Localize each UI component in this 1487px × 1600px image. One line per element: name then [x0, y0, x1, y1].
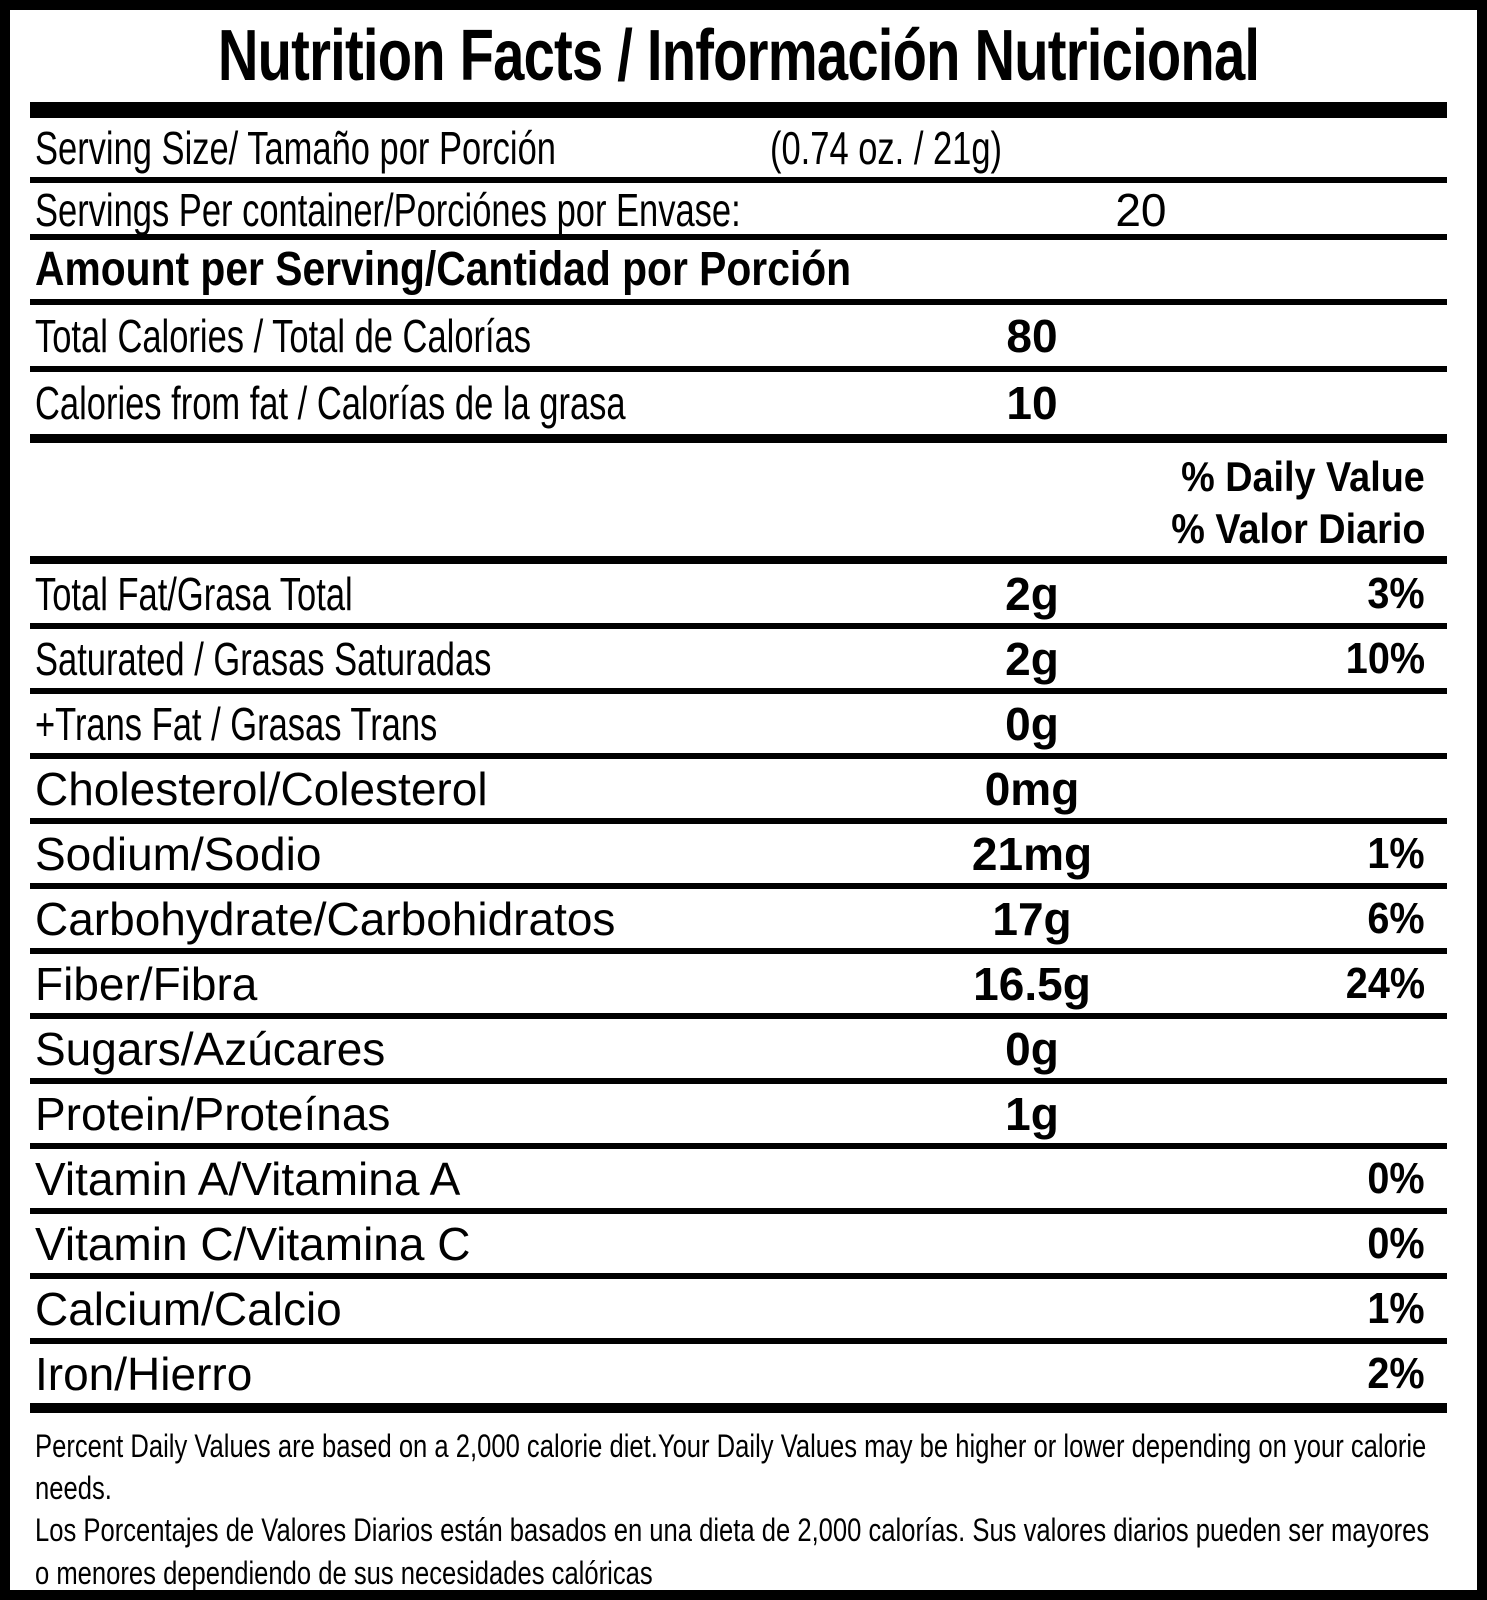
daily-value-header-es: % Valor Diario [1170, 505, 1425, 552]
nutrient-row: Vitamin C/Vitamina C 0% [30, 1214, 1447, 1279]
nutrient-row: Sodium/Sodio 21mg 1% [30, 824, 1447, 889]
label-title: Nutrition Facts / Información Nutriciona… [30, 10, 1447, 102]
daily-value-header-en: % Daily Value [1181, 453, 1425, 500]
nutrient-amount: 2g [1005, 632, 1059, 685]
nutrient-row: Fiber/Fibra 16.5g 24% [30, 954, 1447, 1019]
nutrient-daily-value: 10% [1345, 633, 1425, 683]
nutrient-label: Calcium/Calcio [35, 1282, 342, 1335]
servings-per-container-row: Servings Per container/Porciónes por Env… [30, 183, 1447, 240]
amount-per-serving-heading: Amount per Serving/Cantidad por Porción [30, 240, 1447, 305]
nutrient-daily-value: 0% [1367, 1218, 1425, 1268]
nutrient-row: Sugars/Azúcares 0g [30, 1019, 1447, 1084]
nutrient-amount: 0mg [984, 762, 1080, 815]
nutrient-amount: 21mg [971, 827, 1093, 880]
amount-per-serving-heading-text: Amount per Serving/Cantidad por Porción [35, 243, 852, 296]
footnotes-section: Percent Daily Values are based on a 2,00… [30, 1413, 1447, 1591]
nutrient-row: +Trans Fat / Grasas Trans 0g [30, 694, 1447, 759]
nutrient-row: Carbohydrate/Carbohidratos 17g 6% [30, 889, 1447, 954]
nutrient-amount: 0g [1005, 1022, 1059, 1075]
calorie-amount: 80 [1006, 309, 1058, 362]
title-divider-bar [30, 102, 1447, 118]
nutrient-row: Iron/Hierro 2% [30, 1344, 1447, 1413]
calories-from-fat-row: Calories from fat / Calorías de la grasa… [30, 372, 1447, 443]
nutrient-label: Sodium/Sodio [35, 827, 322, 880]
serving-size-label: Serving Size/ Tamaño por Porción [35, 121, 556, 174]
nutrient-amount: 16.5g [973, 957, 1091, 1010]
nutrient-daily-value: 24% [1345, 958, 1425, 1008]
servings-per-container-label: Servings Per container/Porciónes por Env… [35, 184, 741, 236]
nutrient-row: Vitamin A/Vitamina A 0% [30, 1149, 1447, 1214]
nutrient-label: Iron/Hierro [35, 1347, 253, 1400]
label-title-text: Nutrition Facts / Información Nutriciona… [217, 16, 1260, 96]
calorie-label: Total Calories / Total de Calorías [35, 309, 532, 362]
nutrient-daily-value: 3% [1367, 568, 1425, 618]
nutrient-label: Vitamin A/Vitamina A [35, 1152, 461, 1205]
total-calories-row: Total Calories / Total de Calorías 80 [30, 305, 1447, 372]
nutrient-label: Fiber/Fibra [35, 957, 258, 1010]
nutrient-row: Protein/Proteínas 1g [30, 1084, 1447, 1149]
nutrient-amount: 1g [1005, 1087, 1059, 1140]
nutrient-label: Total Fat/Grasa Total [35, 567, 353, 620]
nutrient-label: Carbohydrate/Carbohidratos [35, 892, 616, 945]
calorie-amount: 10 [1006, 377, 1058, 429]
nutrient-amount: 2g [1005, 567, 1059, 620]
nutrient-daily-value: 6% [1367, 893, 1425, 943]
calorie-label: Calories from fat / Calorías de la grasa [35, 377, 626, 429]
servings-per-container-value: 20 [1115, 184, 1167, 236]
nutrient-label: Sugars/Azúcares [35, 1022, 386, 1075]
nutrient-label: +Trans Fat / Grasas Trans [35, 697, 438, 750]
serving-size-row: Serving Size/ Tamaño por Porción (0.74 o… [30, 118, 1447, 183]
serving-size-value: (0.74 oz. / 21g) [769, 121, 1002, 174]
nutrient-row: Saturated / Grasas Saturadas 2g 10% [30, 629, 1447, 694]
daily-value-header: % Daily Value % Valor Diario [30, 443, 1447, 564]
nutrient-row: Cholesterol/Colesterol 0mg [30, 759, 1447, 824]
nutrient-amount: 0g [1005, 697, 1059, 750]
nutrient-label: Saturated / Grasas Saturadas [35, 632, 492, 685]
nutrient-label: Protein/Proteínas [35, 1087, 391, 1140]
nutrient-daily-value: 2% [1367, 1348, 1425, 1398]
nutrient-row: Total Fat/Grasa Total 2g 3% [30, 564, 1447, 629]
footnote-en: Percent Daily Values are based on a 2,00… [35, 1428, 1427, 1507]
nutrient-amount: 17g [992, 892, 1072, 945]
nutrient-daily-value: 0% [1367, 1153, 1425, 1203]
nutrient-daily-value: 1% [1367, 1283, 1425, 1333]
nutrient-label: Cholesterol/Colesterol [35, 762, 488, 815]
nutrient-row: Calcium/Calcio 1% [30, 1279, 1447, 1344]
nutrient-daily-value: 1% [1367, 828, 1425, 878]
nutrient-label: Vitamin C/Vitamina C [35, 1217, 471, 1270]
footnote-es: Los Porcentajes de Valores Diarios están… [35, 1512, 1430, 1591]
